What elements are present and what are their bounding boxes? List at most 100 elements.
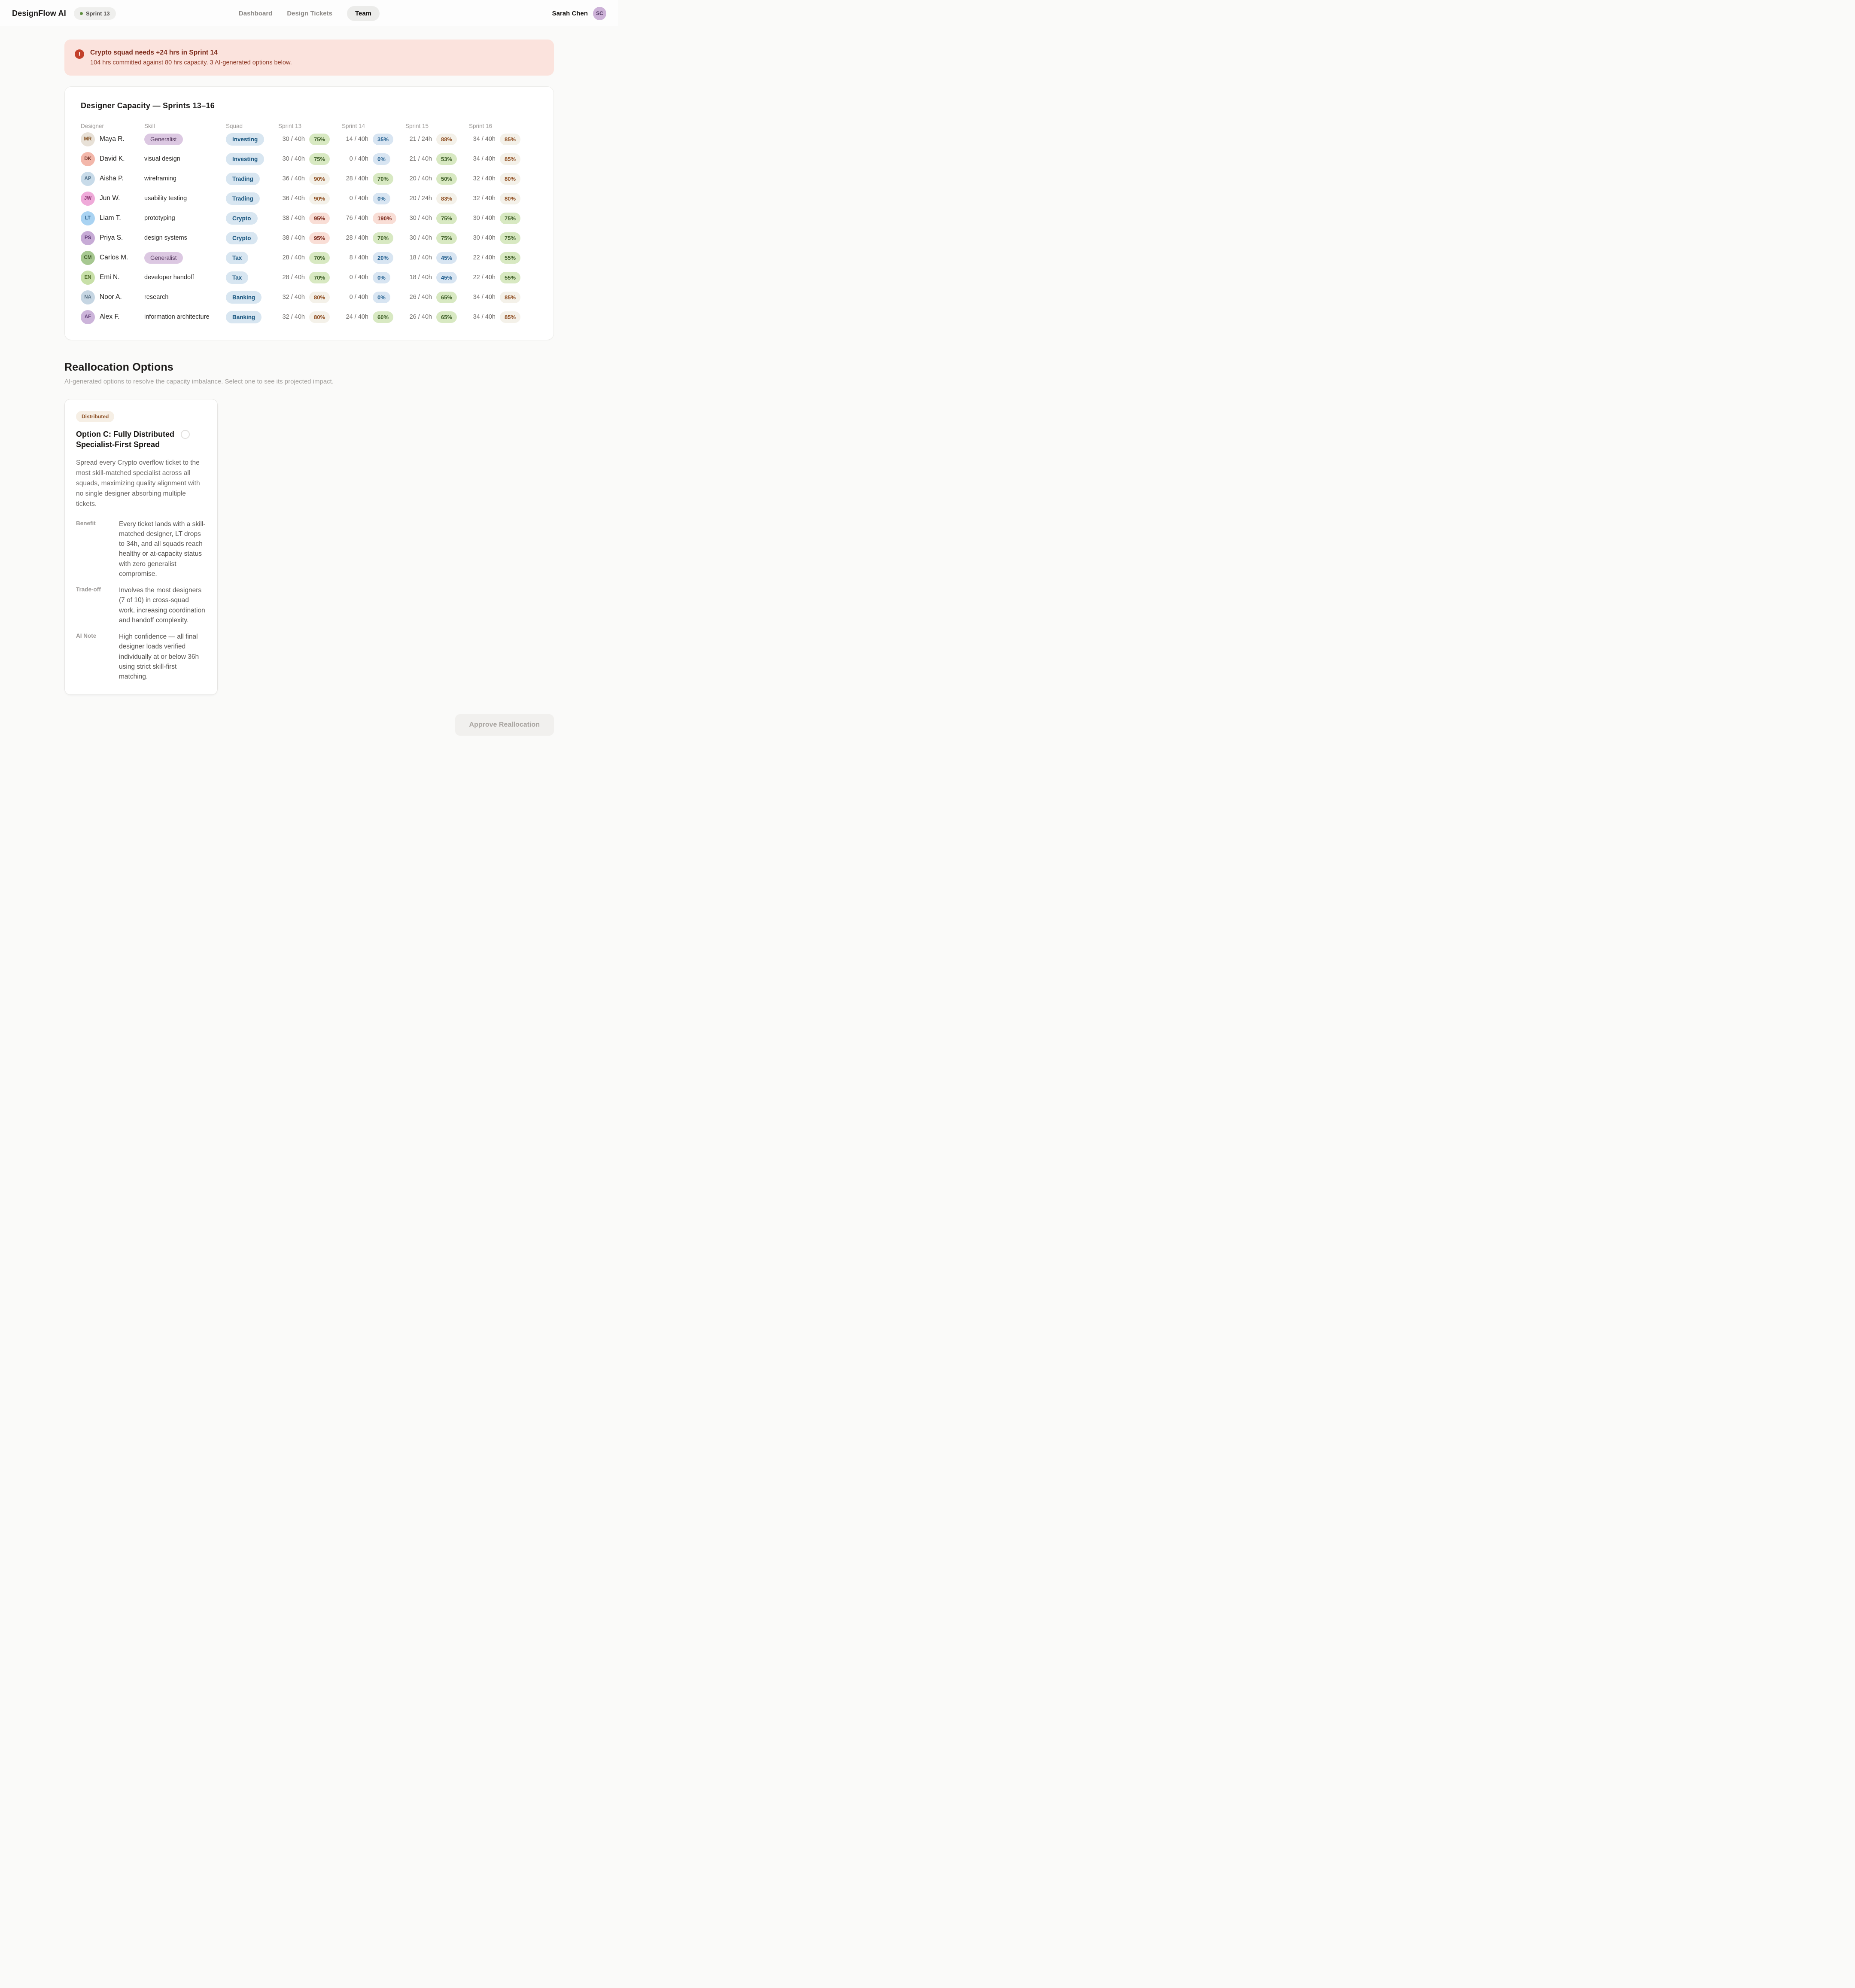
squad-pill: Banking xyxy=(226,311,262,323)
sprint-cell: 24 / 40h 60% xyxy=(342,311,405,323)
footer-actions: Approve Reallocation xyxy=(64,714,554,753)
sprint-cell: 30 / 40h 75% xyxy=(469,232,532,244)
sprint-hours: 0 / 40h xyxy=(349,155,368,162)
option-radio[interactable] xyxy=(181,430,190,439)
skill-label: Generalist xyxy=(144,252,183,264)
designer-name: Maya R. xyxy=(100,135,125,143)
squad-pill: Tax xyxy=(226,251,249,264)
option-details: Benefit Every ticket lands with a skill-m… xyxy=(76,519,206,682)
skill-cell: Generalist xyxy=(144,133,226,145)
alert-exclamation-icon: ! xyxy=(75,49,84,59)
top-bar: DesignFlow AI Sprint 13 Dashboard Design … xyxy=(0,0,618,27)
designer-cell: EN Emi N. xyxy=(81,270,144,285)
sprint-cell: 34 / 40h 85% xyxy=(469,133,532,145)
option-description: Spread every Crypto overflow ticket to t… xyxy=(76,459,200,508)
utilization-badge: 55% xyxy=(500,271,521,283)
utilization-badge: 80% xyxy=(500,192,521,204)
squad-pill: Banking xyxy=(226,291,262,304)
sprint-cell: 0 / 40h 0% xyxy=(342,192,405,204)
utilization-badge: 80% xyxy=(309,291,330,303)
sprint-hours: 28 / 40h xyxy=(346,175,368,182)
avatar: PS xyxy=(81,231,95,245)
user-name: Sarah Chen xyxy=(552,9,588,17)
utilization-badge: 90% xyxy=(309,173,330,185)
sprint-hours: 32 / 40h xyxy=(473,175,496,182)
sprint-hours: 36 / 40h xyxy=(282,195,305,202)
utilization-badge: 75% xyxy=(436,212,457,224)
designer-name: Aisha P. xyxy=(100,175,124,182)
nav-item-design-tickets[interactable]: Design Tickets xyxy=(287,9,332,17)
sprint-hours: 28 / 40h xyxy=(282,274,305,281)
sprint-status-dot-icon xyxy=(79,12,83,15)
sprint-cell: 32 / 40h 80% xyxy=(278,311,342,323)
sprint-hours: 26 / 40h xyxy=(409,294,432,301)
utilization-badge: 80% xyxy=(500,173,521,185)
table-row: LT Liam T. prototyping Crypto 38 / 40h 95% 76 … xyxy=(81,208,538,228)
sprint-cell: 0 / 40h 0% xyxy=(342,291,405,303)
sprint-hours: 28 / 40h xyxy=(346,234,368,241)
avatar: EN xyxy=(81,270,95,285)
skill-cell: information architecture xyxy=(144,313,226,321)
section-subtitle: AI-generated options to resolve the capa… xyxy=(64,378,334,385)
page-content: ! Crypto squad needs +24 hrs in Sprint 1… xyxy=(64,40,554,753)
sprint-hours: 20 / 40h xyxy=(409,175,432,182)
skill-cell: visual design xyxy=(144,155,226,163)
utilization-badge: 95% xyxy=(309,212,330,224)
sprint-hours: 0 / 40h xyxy=(349,195,368,202)
avatar: CM xyxy=(81,250,95,265)
table-row: AF Alex F. information architecture Banking… xyxy=(81,307,538,327)
column-header: Designer xyxy=(81,123,104,129)
utilization-badge: 85% xyxy=(500,133,521,145)
designer-name: Jun W. xyxy=(100,195,120,202)
squad-cell: Trading xyxy=(226,192,278,205)
sprint-hours: 36 / 40h xyxy=(282,175,305,182)
squad-pill: Crypto xyxy=(226,212,258,225)
detail-label: AI Note xyxy=(76,633,97,639)
utilization-badge: 70% xyxy=(373,232,394,244)
utilization-badge: 75% xyxy=(309,153,330,165)
nav-item-team[interactable]: Team xyxy=(347,6,380,21)
option-detail-row: Benefit Every ticket lands with a skill-m… xyxy=(76,519,206,579)
squad-cell: Banking xyxy=(226,291,278,304)
user-menu[interactable]: Sarah Chen SC xyxy=(552,6,606,20)
utilization-badge: 80% xyxy=(309,311,330,323)
sprint-hours: 34 / 40h xyxy=(473,155,496,162)
column-header: Sprint 13 xyxy=(278,123,302,129)
utilization-badge: 90% xyxy=(309,192,330,204)
reallocation-option-card[interactable]: Distributed Option C: Fully Distributed … xyxy=(64,399,218,695)
capacity-card: Designer Capacity — Sprints 13–16 Design… xyxy=(64,86,554,340)
column-header: Sprint 15 xyxy=(405,123,429,129)
sprint-cell: 18 / 40h 45% xyxy=(405,271,469,283)
sprint-hours: 21 / 24h xyxy=(409,136,432,143)
section-title: Reallocation Options xyxy=(64,361,174,373)
sprint-cell: 20 / 24h 83% xyxy=(405,192,469,204)
capacity-card-title: Designer Capacity — Sprints 13–16 xyxy=(81,101,215,110)
skill-cell: prototyping xyxy=(144,214,226,222)
utilization-badge: 35% xyxy=(373,133,394,145)
sprint-cell: 22 / 40h 55% xyxy=(469,271,532,283)
sprint-cell: 30 / 40h 75% xyxy=(405,212,469,224)
utilization-badge: 83% xyxy=(436,192,457,204)
sprint-cell: 28 / 40h 70% xyxy=(278,252,342,264)
sprint-cell: 34 / 40h 85% xyxy=(469,311,532,323)
sprint-hours: 28 / 40h xyxy=(282,254,305,261)
sprint-hours: 38 / 40h xyxy=(282,234,305,241)
avatar: JW xyxy=(81,191,95,206)
sprint-hours: 34 / 40h xyxy=(473,136,496,143)
sprint-hours: 34 / 40h xyxy=(473,314,496,320)
sprint-hours: 30 / 40h xyxy=(473,215,496,222)
utilization-badge: 75% xyxy=(436,232,457,244)
approve-reallocation-button[interactable]: Approve Reallocation xyxy=(455,714,554,736)
skill-label: usability testing xyxy=(144,195,187,202)
utilization-badge: 50% xyxy=(436,173,457,185)
squad-pill: Trading xyxy=(226,172,260,185)
sprint-cell: 30 / 40h 75% xyxy=(469,212,532,224)
column-header: Sprint 14 xyxy=(342,123,365,129)
nav-item-dashboard[interactable]: Dashboard xyxy=(238,9,273,17)
designer-name: Priya S. xyxy=(100,234,123,241)
sprint-hours: 22 / 40h xyxy=(473,274,496,281)
avatar[interactable]: SC xyxy=(593,6,606,20)
sprint-hours: 30 / 40h xyxy=(473,234,496,241)
table-row: JW Jun W. usability testing Trading 36 / 40h… xyxy=(81,189,538,208)
sprint-cell: 18 / 40h 45% xyxy=(405,252,469,264)
